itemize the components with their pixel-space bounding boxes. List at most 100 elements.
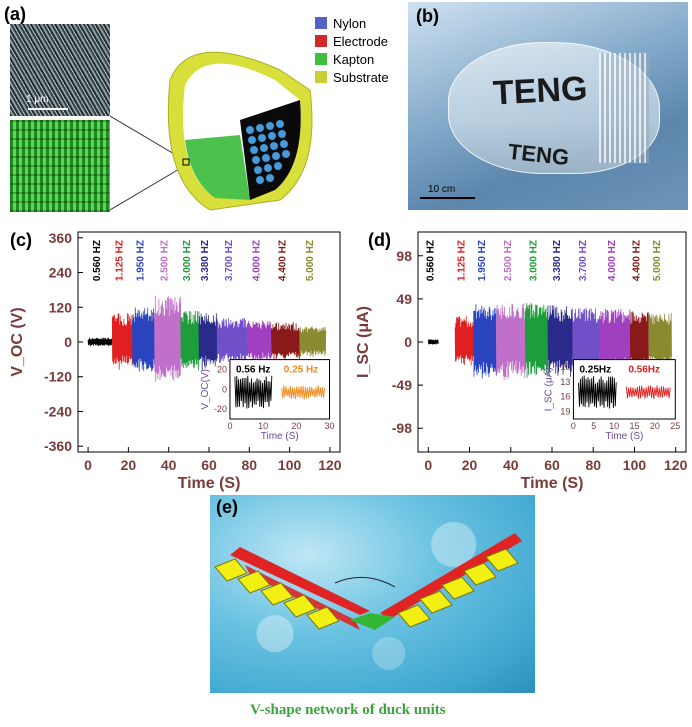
series-line — [87, 337, 113, 347]
panel-b-label: (b) — [416, 6, 439, 26]
x-tick-label: 20 — [462, 457, 478, 473]
panel-d-label: (d) — [368, 230, 391, 250]
x-tick-label: 20 — [121, 457, 137, 473]
x-tick-label: 100 — [623, 457, 647, 473]
series-line — [524, 302, 549, 378]
series-line — [547, 305, 573, 377]
sem-micrograph: 1 μm — [10, 24, 110, 116]
scale-bar — [420, 197, 475, 199]
series-line — [299, 326, 327, 358]
legend-label: Electrode — [333, 33, 388, 49]
scale-bar-label: 1 μm — [26, 94, 49, 105]
inset-x-tick-label: 10 — [258, 421, 268, 431]
series-label: 1.125 HZ — [114, 240, 125, 281]
x-tick-label: 100 — [278, 457, 302, 473]
duck-network-render: (e) — [210, 495, 535, 693]
scale-bar-label: 10 cm — [428, 184, 456, 195]
series-label: 3.700 HZ — [224, 240, 235, 281]
inset-y-tick-label: 20 — [217, 365, 227, 375]
series-label: 0.560 HZ — [92, 240, 103, 281]
legend-label: Substrate — [333, 69, 389, 85]
y-tick-label: 120 — [49, 299, 73, 315]
panel-a-label: (a) — [4, 4, 26, 24]
series-line — [154, 295, 182, 382]
inset-y-axis-label: V_OC(V) — [200, 369, 211, 410]
inset-x-tick-label: 5 — [591, 421, 596, 431]
series-label: 3.700 HZ — [578, 240, 589, 281]
series-label: 2.500 HZ — [503, 240, 514, 281]
x-tick-label: 120 — [318, 457, 342, 473]
series-label: 1.950 HZ — [136, 240, 147, 281]
series-label: 4.400 HZ — [632, 240, 643, 281]
panel-c-label: (c) — [10, 230, 32, 250]
inset-y-tick-label: 10 — [560, 362, 570, 372]
scale-bar — [28, 108, 68, 110]
y-tick-label: 0 — [404, 334, 412, 350]
x-tick-label: 40 — [161, 457, 177, 473]
series-label: 0.560 HZ — [425, 240, 436, 281]
legend-swatch — [315, 53, 327, 65]
legend-item: Kapton — [315, 50, 389, 68]
series-label: 3.000 HZ — [182, 240, 193, 281]
y-tick-label: -360 — [44, 438, 72, 454]
inset-x-tick-label: 15 — [630, 421, 640, 431]
material-legend: Nylon Electrode Kapton Substrate — [315, 14, 389, 86]
y-tick-label: 0 — [64, 334, 72, 350]
series-line — [427, 339, 439, 345]
legend-item: Nylon — [315, 14, 389, 32]
legend-label: Nylon — [333, 15, 367, 31]
y-tick-label: 240 — [49, 265, 73, 281]
inset-legend-label: 0.25Hz — [579, 365, 611, 376]
x-tick-label: 60 — [544, 457, 560, 473]
x-axis-label: Time (S) — [521, 475, 584, 492]
legend-swatch — [315, 17, 327, 29]
y-tick-label: -240 — [44, 403, 72, 419]
inset-x-tick-label: 20 — [650, 421, 660, 431]
series-line — [572, 307, 600, 376]
figure-caption: V-shape network of duck units — [250, 702, 446, 718]
inset-y-tick-label: 0 — [222, 384, 227, 394]
series-label: 4.400 HZ — [278, 240, 289, 281]
legend-label: Kapton — [333, 51, 375, 67]
inset-series-line — [234, 375, 273, 409]
y-tick-label: 98 — [396, 248, 412, 264]
x-tick-label: 0 — [424, 457, 432, 473]
inset-series-line — [578, 375, 617, 409]
x-tick-label: 60 — [201, 457, 217, 473]
inset-y-tick-label: -20 — [214, 404, 227, 414]
y-tick-label: -120 — [44, 369, 72, 385]
x-tick-label: 80 — [242, 457, 258, 473]
series-line — [495, 303, 526, 381]
series-label: 4.000 HZ — [607, 240, 618, 281]
inset-x-axis-label: Time (S) — [261, 431, 299, 442]
inset-y-tick-label: 19 — [560, 407, 570, 417]
inset-y-tick-label: 13 — [560, 377, 570, 387]
series-line — [111, 313, 133, 370]
y-axis-label: V_OC (V) — [9, 307, 26, 376]
legend-swatch — [315, 71, 327, 83]
x-tick-label: 80 — [585, 457, 601, 473]
y-axis-label: I_SC (μA) — [355, 306, 372, 378]
inset-x-tick-label: 10 — [609, 421, 619, 431]
inset-x-tick-label: 25 — [670, 421, 680, 431]
inset-x-tick-label: 0 — [571, 421, 576, 431]
series-line — [454, 315, 475, 366]
inset-legend-label: 0.56Hz — [628, 365, 660, 376]
y-tick-label: -98 — [392, 420, 412, 436]
v-shape-network — [214, 533, 522, 630]
series-line — [198, 313, 218, 371]
series-label: 3.000 HZ — [529, 240, 540, 281]
series-label: 4.000 HZ — [251, 240, 262, 281]
inset-x-axis-label: Time (S) — [605, 431, 643, 442]
x-tick-label: 0 — [84, 457, 92, 473]
y-tick-label: 49 — [396, 291, 412, 307]
series-line — [473, 304, 497, 379]
inset-legend-label: 0.25 Hz — [284, 365, 318, 376]
series-label: 1.125 HZ — [456, 240, 467, 281]
inset-x-tick-label: 30 — [325, 421, 335, 431]
inset-y-tick-label: 16 — [560, 392, 570, 402]
legend-swatch — [315, 35, 327, 47]
y-tick-label: -49 — [392, 377, 412, 393]
